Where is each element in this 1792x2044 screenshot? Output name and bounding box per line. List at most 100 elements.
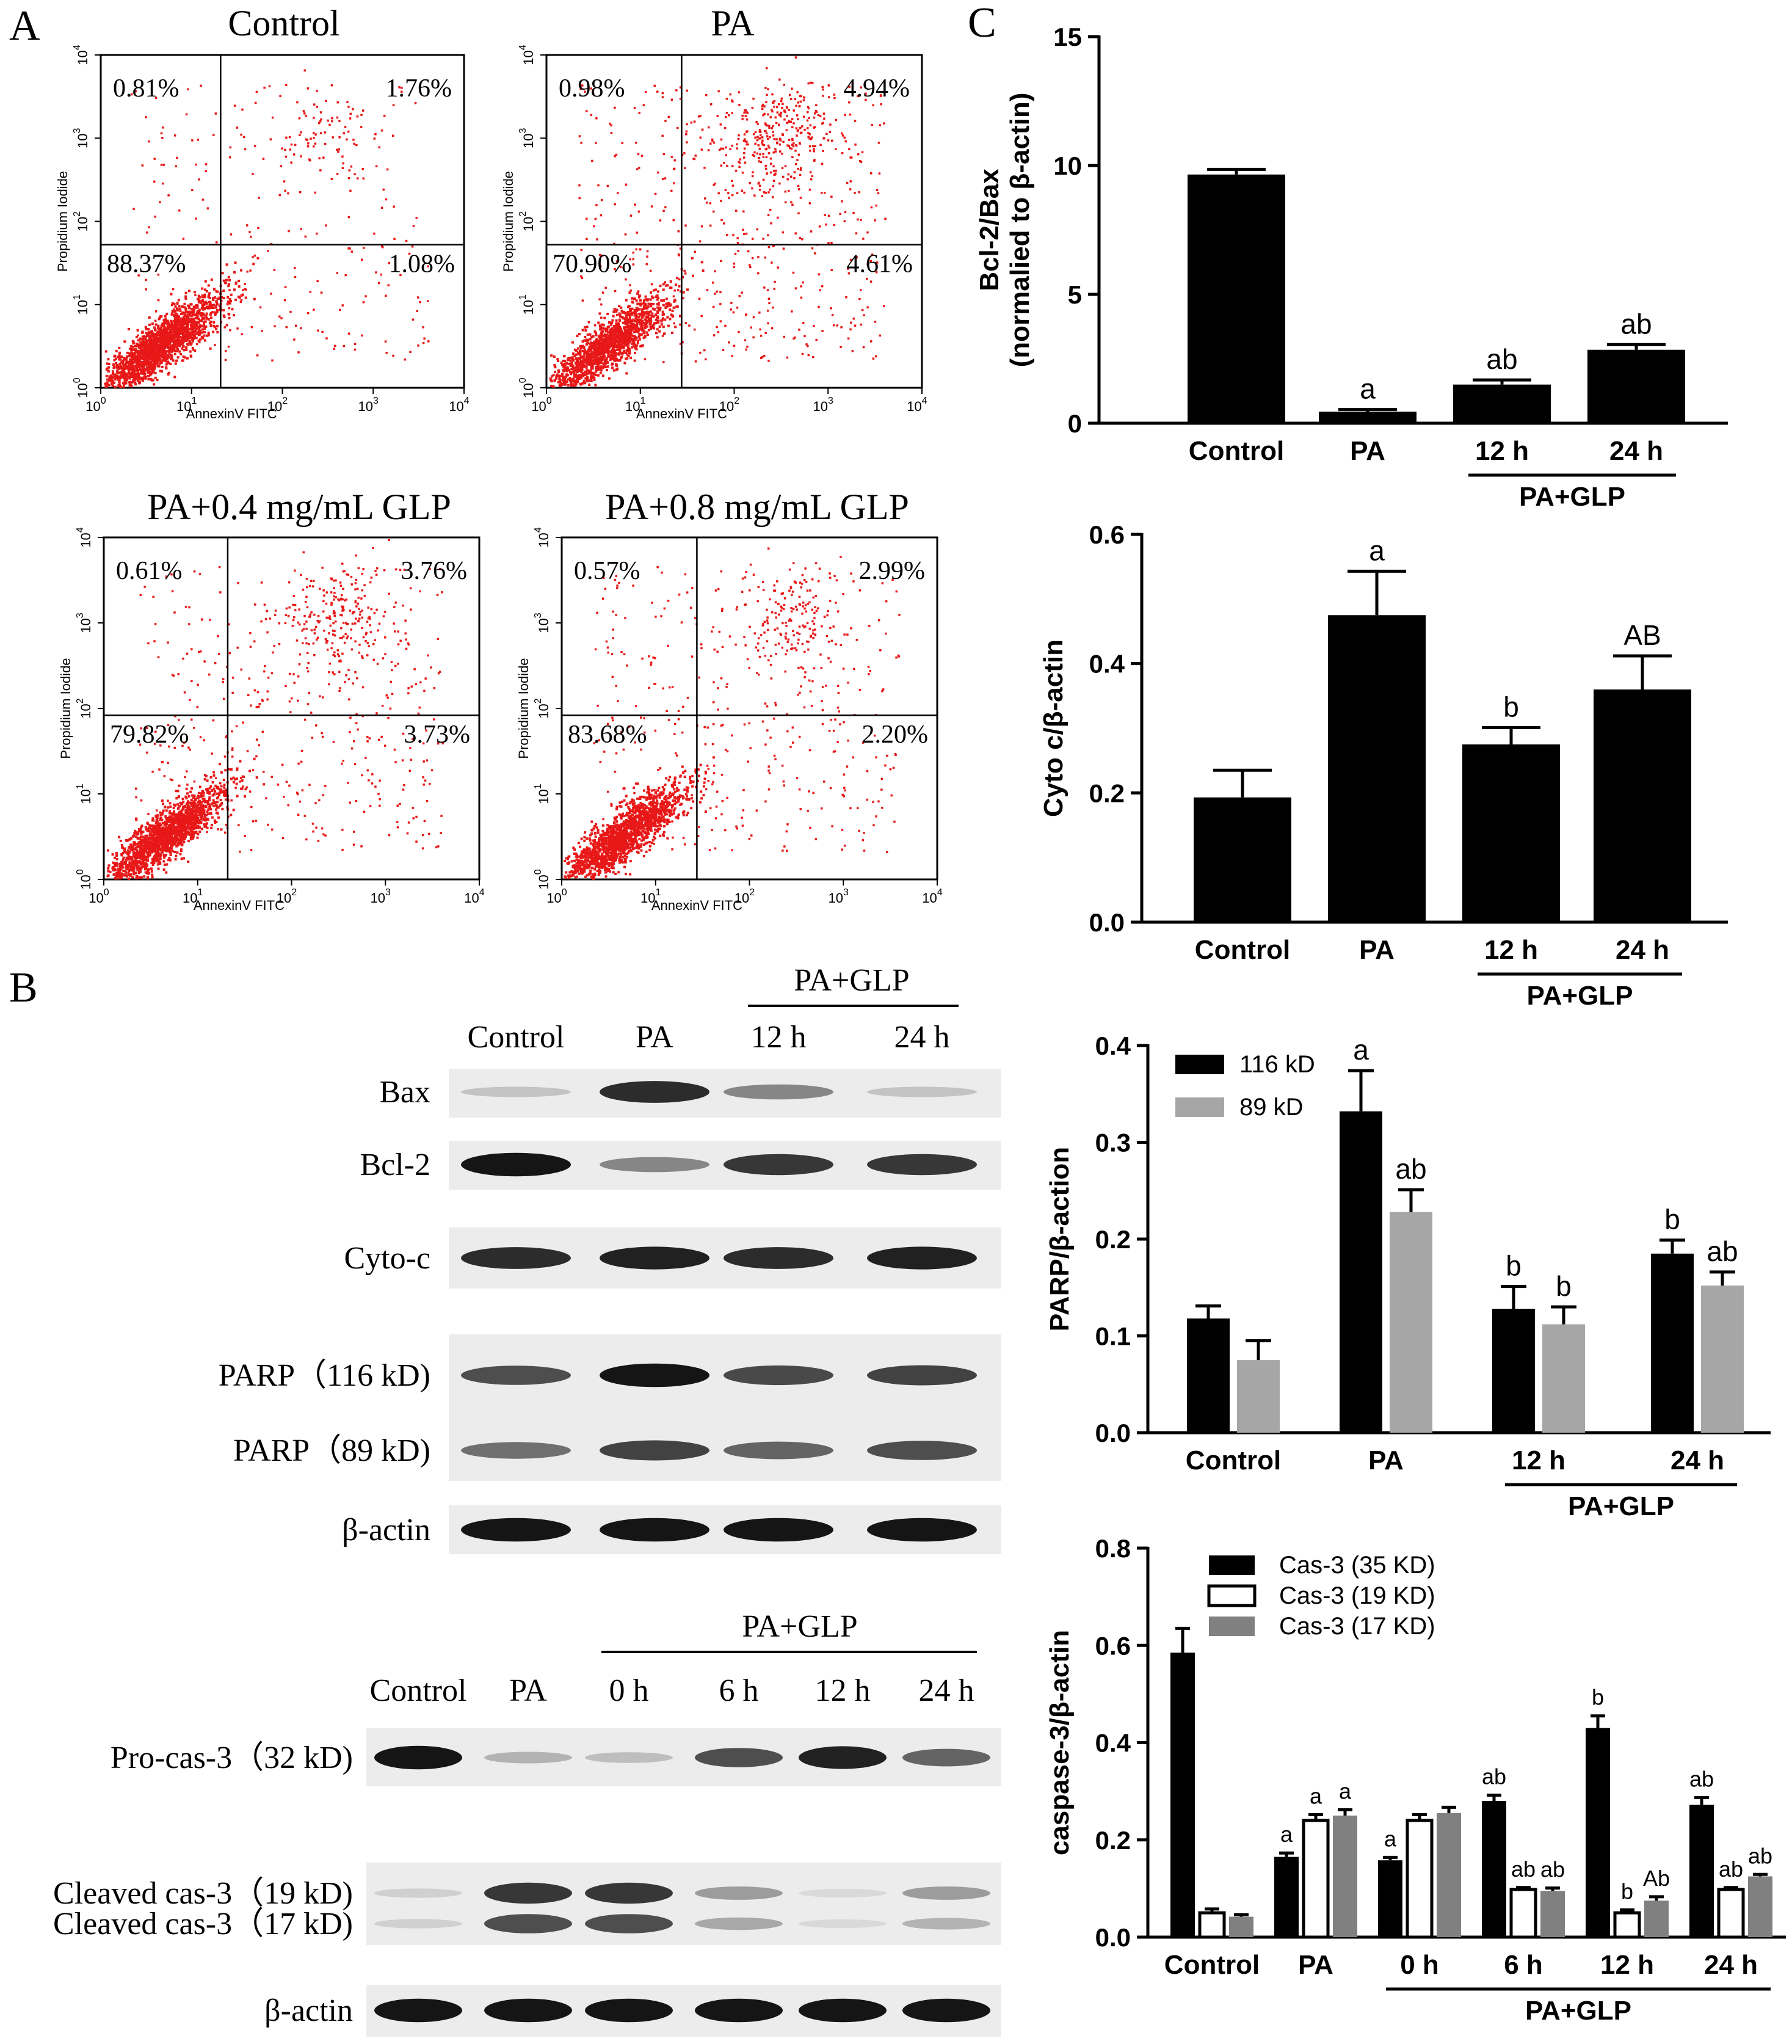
event-dot <box>600 365 603 368</box>
event-dot <box>559 379 562 382</box>
event-dot <box>334 344 336 347</box>
event-dot <box>288 230 290 233</box>
event-dot <box>142 357 145 360</box>
event-dot <box>161 350 164 353</box>
event-dot <box>136 345 139 347</box>
event-dot <box>582 355 585 358</box>
event-dot <box>640 328 643 331</box>
event-dot <box>625 357 628 360</box>
event-dot <box>125 360 128 363</box>
event-dot <box>562 377 565 380</box>
event-dot <box>590 87 592 90</box>
event-dot <box>555 375 558 378</box>
event-dot <box>666 305 669 308</box>
event-dot <box>562 365 565 368</box>
event-dot <box>154 360 158 363</box>
event-dot <box>201 305 205 308</box>
event-dot <box>120 361 123 364</box>
event-dot <box>604 335 607 337</box>
event-dot <box>228 298 231 300</box>
event-dot <box>698 297 701 300</box>
event-dot <box>337 150 339 153</box>
event-dot <box>564 367 567 369</box>
event-dot <box>161 345 164 348</box>
tick-base: 10 <box>75 50 90 65</box>
event-dot <box>307 145 310 148</box>
event-dot <box>107 370 110 373</box>
event-dot <box>636 330 639 333</box>
event-dot <box>797 153 800 156</box>
event-dot <box>216 303 219 306</box>
event-dot <box>599 254 601 256</box>
event-dot <box>128 846 131 849</box>
event-dot <box>624 330 626 333</box>
event-dot <box>203 293 206 296</box>
event-dot <box>194 313 197 316</box>
event-dot <box>716 115 719 117</box>
event-dot <box>194 321 196 324</box>
event-dot <box>255 90 258 93</box>
event-dot <box>627 337 630 340</box>
event-dot <box>866 231 869 234</box>
event-dot <box>861 151 864 153</box>
event-dot <box>752 97 755 100</box>
event-dot <box>107 384 111 387</box>
event-dot <box>584 361 587 364</box>
event-dot <box>606 340 609 343</box>
event-dot <box>222 289 225 293</box>
event-dot <box>635 248 637 250</box>
event-dot <box>350 165 353 168</box>
event-dot <box>649 298 652 301</box>
event-dot <box>553 379 556 382</box>
event-dot <box>617 336 620 339</box>
event-dot <box>162 182 164 185</box>
event-dot <box>660 299 663 302</box>
event-dot <box>285 326 288 329</box>
event-dot <box>575 349 578 352</box>
event-dot <box>821 162 824 165</box>
event-dot <box>153 368 156 371</box>
event-dot <box>300 155 302 158</box>
event-dot <box>833 224 836 227</box>
event-dot <box>724 126 727 129</box>
event-dot <box>854 144 857 146</box>
event-dot <box>763 105 766 107</box>
event-dot <box>576 358 579 361</box>
event-dot <box>169 810 172 813</box>
event-dot <box>631 346 634 349</box>
event-dot <box>640 344 644 347</box>
event-dot <box>129 363 132 366</box>
event-dot <box>615 364 618 367</box>
event-dot <box>180 317 183 320</box>
event-dot <box>176 315 179 318</box>
event-dot <box>752 336 755 339</box>
event-dot <box>800 296 803 299</box>
event-dot <box>193 291 196 294</box>
event-dot <box>338 120 341 122</box>
event-dot <box>220 296 223 299</box>
event-dot <box>756 136 759 138</box>
event-dot <box>798 105 801 107</box>
event-dot <box>621 142 623 144</box>
event-dot <box>393 238 396 240</box>
event-dot <box>608 339 611 342</box>
event-dot <box>125 374 128 377</box>
event-dot <box>609 356 612 359</box>
event-dot <box>169 842 172 845</box>
event-dot <box>134 90 137 93</box>
event-dot <box>170 357 173 360</box>
event-dot <box>154 361 157 364</box>
event-dot <box>153 354 156 357</box>
event-dot <box>575 383 578 385</box>
event-dot <box>657 296 660 299</box>
event-dot <box>637 296 640 299</box>
event-dot <box>147 347 150 350</box>
event-dot <box>584 374 587 376</box>
event-dot <box>795 144 798 147</box>
event-dot <box>154 351 158 354</box>
event-dot <box>270 293 272 295</box>
event-dot <box>205 315 208 318</box>
event-dot <box>786 356 789 359</box>
event-dot <box>737 137 740 140</box>
event-dot <box>638 321 641 324</box>
